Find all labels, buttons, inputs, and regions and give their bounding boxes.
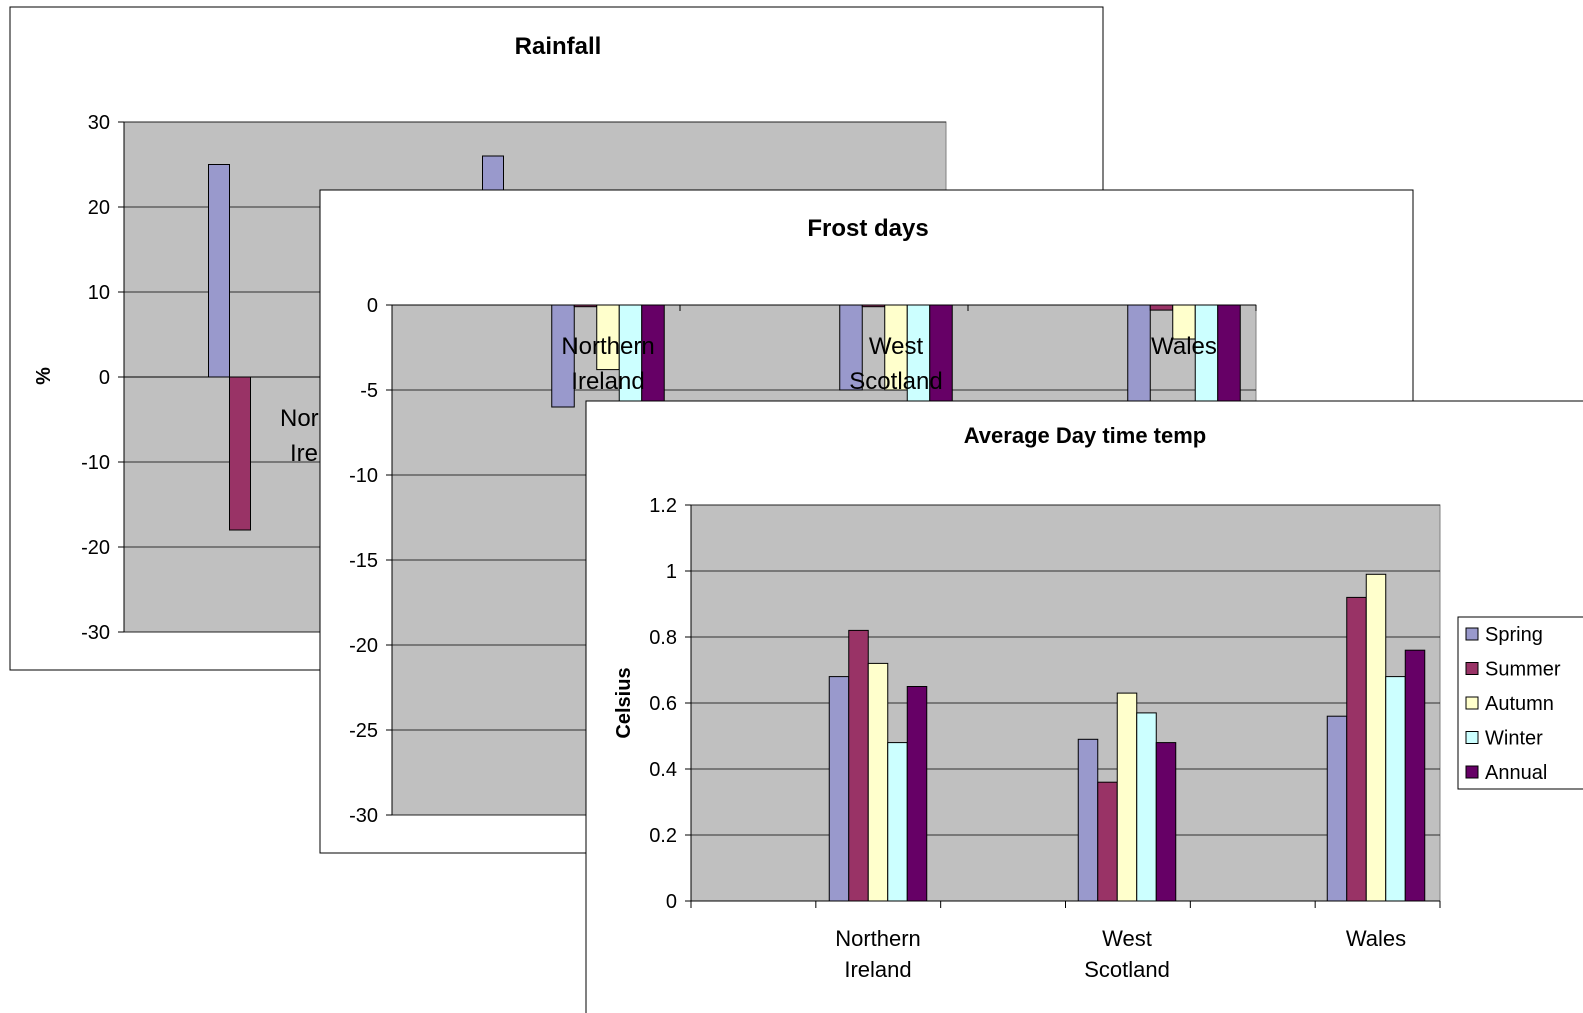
frost-days-bar-summer — [573, 304, 598, 308]
avg-temp-bar-summer — [1346, 596, 1367, 902]
rainfall-chart-y-tick-label: 0 — [99, 367, 110, 389]
frost-days-category-label: Wales — [1151, 333, 1217, 360]
avg-temp-bar-summer — [848, 629, 869, 902]
legend-entry-summer: Summer — [1485, 659, 1561, 681]
avg-temp-y-axis-label: Celsius — [613, 667, 635, 738]
avg-temp-bar-summer — [1097, 781, 1118, 902]
frost-days-bar-spring — [551, 304, 575, 408]
avg-temp-chart: Average Day time temp 1.2 1 0.8 0.6 0.4 0.2 0 Ce… — [585, 400, 1583, 1013]
legend-entry-winter: Winter — [1485, 728, 1543, 750]
rainfall-bar-spring — [208, 164, 230, 378]
legend-swatch-autumn — [1465, 696, 1479, 710]
avg-temp-bar-annual — [1404, 649, 1426, 902]
frost-days-chart-y-tick-label: -10 — [349, 465, 378, 487]
avg-temp-bar-winter — [1385, 676, 1406, 902]
rainfall-chart-title: Rainfall — [515, 33, 602, 60]
frost-days-category-label: Ireland — [571, 368, 644, 395]
avg-temp-y-tick-label: 1.2 — [649, 495, 677, 517]
avg-temp-bar-spring — [1326, 715, 1348, 902]
avg-temp-category-label: Wales — [1346, 926, 1406, 951]
frost-days-bar-summer — [861, 304, 886, 308]
legend-swatch-spring — [1465, 627, 1479, 641]
frost-days-chart-y-tick-label: -5 — [360, 380, 378, 402]
avg-temp-category-label: Ireland — [844, 957, 911, 982]
legend-swatch-summer — [1465, 662, 1479, 675]
frost-days-bar-spring — [839, 304, 863, 391]
avg-temp-category-label: Scotland — [1084, 957, 1170, 982]
rainfall-chart-y-tick-label: -30 — [81, 622, 110, 644]
avg-temp-y-tick-label: 0 — [666, 891, 677, 913]
avg-temp-bar-winter — [887, 742, 908, 902]
frost-days-chart-y-tick-label: -15 — [349, 550, 378, 572]
avg-temp-y-tick-label: 0.6 — [649, 693, 677, 715]
frost-days-chart-title: Frost days — [807, 215, 928, 242]
rainfall-category-label: Nor — [280, 405, 319, 432]
avg-temp-category-label: Northern — [835, 926, 921, 951]
avg-temp-category-label: West — [1102, 926, 1152, 951]
frost-days-bar-summer — [1149, 304, 1174, 311]
avg-temp-y-tick-label: 0.2 — [649, 825, 677, 847]
avg-temp-bar-autumn — [1365, 573, 1387, 902]
frost-days-chart-y-tick-label: -20 — [349, 635, 378, 657]
frost-days-chart-y-tick-label: -30 — [349, 805, 378, 827]
avg-temp-bar-autumn — [867, 662, 889, 902]
rainfall-chart-y-tick-label: 20 — [88, 197, 110, 219]
avg-temp-chart-title: Average Day time temp — [964, 423, 1207, 448]
rainfall-chart-y-tick-label: -10 — [81, 452, 110, 474]
avg-temp-bar-annual — [906, 686, 928, 902]
avg-temp-y-tick-label: 1 — [666, 561, 677, 583]
avg-temp-y-tick-label: 0.4 — [649, 759, 677, 781]
rainfall-chart-y-axis-label: % — [33, 367, 55, 385]
legend-box — [1457, 616, 1583, 790]
frost-days-category-label: West — [869, 333, 924, 360]
frost-days-category-label: Northern — [561, 333, 654, 360]
legend-swatch-annual — [1465, 765, 1479, 779]
frost-days-chart-y-tick-label: -25 — [349, 720, 378, 742]
rainfall-chart-y-tick-label: 30 — [88, 112, 110, 134]
rainfall-chart-y-tick-label: -20 — [81, 537, 110, 559]
avg-temp-bar-autumn — [1116, 692, 1138, 902]
avg-temp-bar-annual — [1155, 742, 1177, 902]
legend-entry-annual: Annual — [1485, 762, 1547, 784]
rainfall-category-label: Ire — [290, 440, 318, 467]
legend-swatch-winter — [1465, 731, 1479, 744]
avg-temp-bar-spring — [1077, 738, 1099, 902]
avg-temp-bar-spring — [828, 676, 850, 902]
frost-days-category-label: Scotland — [849, 368, 942, 395]
avg-temp-y-tick-label: 0.8 — [649, 627, 677, 649]
rainfall-bar-summer — [229, 376, 251, 531]
frost-days-bar-spring — [1127, 304, 1151, 408]
legend-entry-autumn: Autumn — [1485, 693, 1554, 715]
frost-days-bar-annual — [1217, 304, 1241, 408]
legend-entry-spring: Spring — [1485, 624, 1543, 646]
avg-temp-bar-winter — [1136, 712, 1157, 902]
rainfall-chart-y-tick-label: 10 — [88, 282, 110, 304]
frost-days-chart-y-tick-label: 0 — [367, 295, 378, 317]
legend: Spring Summer Autumn Winter Annual — [1457, 616, 1583, 790]
